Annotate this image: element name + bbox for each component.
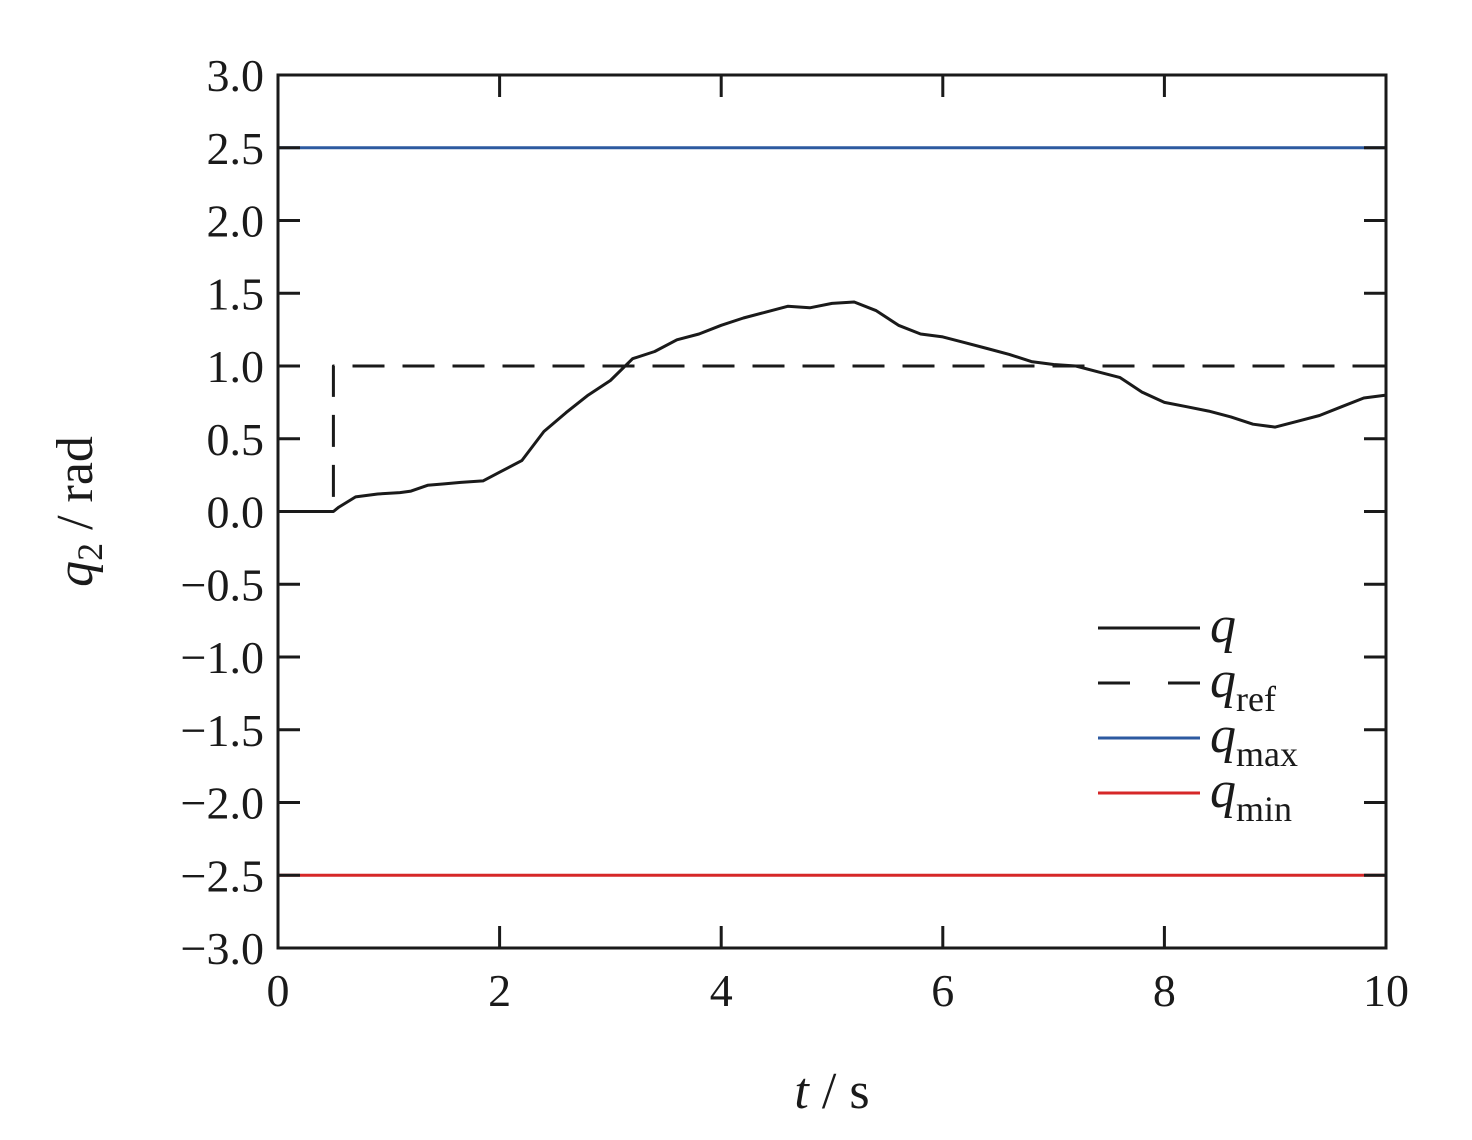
y-tick-label: 0.0 bbox=[207, 487, 265, 538]
x-tick-label: 2 bbox=[488, 965, 511, 1016]
legend-label-q: q bbox=[1210, 597, 1236, 654]
legend-label-q-max: qmax bbox=[1210, 707, 1298, 774]
y-tick-label: 1.5 bbox=[207, 268, 265, 319]
x-tick-label: 4 bbox=[710, 965, 733, 1016]
y-tick-label: −0.5 bbox=[181, 559, 264, 610]
y-tick-label: 2.5 bbox=[207, 123, 265, 174]
y-tick-label: 2.0 bbox=[207, 196, 265, 247]
plot-layer bbox=[278, 146, 1387, 877]
x-tick-label: 6 bbox=[931, 965, 954, 1016]
y-tick-label: 1.0 bbox=[207, 341, 265, 392]
y-tick-label: −3.0 bbox=[181, 923, 264, 974]
series-line-q-ref bbox=[331, 364, 1386, 497]
y-tick-label: 3.0 bbox=[207, 50, 265, 101]
y-axis-label: q2 / rad bbox=[47, 436, 110, 587]
legend-label-q-ref: qref bbox=[1210, 652, 1276, 719]
x-tick-label: 8 bbox=[1153, 965, 1176, 1016]
y-tick-label: −1.5 bbox=[181, 705, 264, 756]
legend-label-q-min: qmin bbox=[1210, 762, 1292, 829]
y-tick-label: 0.5 bbox=[207, 414, 265, 465]
y-tick-label: −2.5 bbox=[181, 850, 264, 901]
y-tick-label: −1.0 bbox=[181, 632, 264, 683]
x-axis-label: t / s bbox=[794, 1063, 869, 1120]
series-line-q bbox=[278, 300, 1387, 513]
x-tick-label: 0 bbox=[267, 965, 290, 1016]
labels-layer: 3.0 2.5 2.0 1.5 1.0 0.5 0.0 −0.5 −1.0 −1.5 −2.0 −2.… bbox=[47, 50, 1409, 1120]
ticks-layer bbox=[276, 73, 1388, 950]
y-tick-label: −2.0 bbox=[181, 778, 264, 829]
x-tick-label: 10 bbox=[1363, 965, 1409, 1016]
